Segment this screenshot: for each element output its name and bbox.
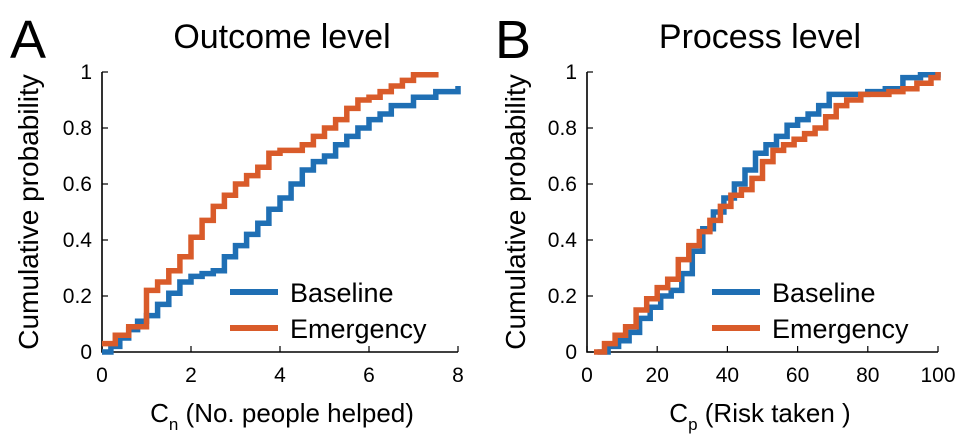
x-tick-label: 80: [856, 364, 879, 387]
legend: Baseline Emergency: [230, 278, 427, 344]
chart-panel-a: A Outcome level 0 0.2 0.4 0.6 0.8 1 0 2 4 6 8 Cumulat…: [10, 10, 464, 434]
x-label-symbol: C: [150, 398, 169, 428]
series-line-emergency: [594, 72, 941, 355]
x-tick-label: 6: [363, 364, 375, 387]
panel-letter: A: [10, 10, 46, 70]
y-axis-label: Cumulative probability: [13, 74, 44, 349]
y-tick-label: 0.2: [548, 285, 577, 308]
x-tick-label: 2: [185, 364, 197, 387]
legend-label-baseline: Baseline: [772, 278, 876, 308]
x-label-text: (No. people helped): [178, 398, 414, 428]
panel-letter: B: [495, 10, 531, 70]
legend-label-emergency: Emergency: [772, 314, 909, 344]
chart-title: Process level: [659, 18, 861, 56]
y-tick-label: 0.4: [63, 229, 93, 252]
legend-label-baseline: Baseline: [290, 278, 394, 308]
x-label-symbol: C: [669, 398, 688, 428]
y-tick-label: 1: [80, 61, 92, 84]
x-tick-label: 4: [274, 364, 286, 387]
x-tick-label: 0: [581, 364, 593, 387]
y-tick-label: 0.2: [63, 285, 92, 308]
legend-label-emergency: Emergency: [290, 314, 427, 344]
x-axis-label: Cn (No. people helped): [150, 398, 414, 434]
x-tick-label: 8: [452, 364, 464, 387]
x-tick-label: 0: [96, 364, 108, 387]
x-tick-label: 20: [646, 364, 669, 387]
y-tick-label: 0.4: [548, 229, 578, 252]
y-tick-label: 0.8: [63, 117, 92, 140]
y-axis-label: Cumulative probability: [500, 74, 531, 349]
y-tick-label: 0.6: [548, 173, 577, 196]
y-tick-label: 1: [565, 61, 577, 84]
chart-panel-b: B Process level 0 0.2 0.4 0.6 0.8 1 0 20 40 60 80 100…: [495, 10, 956, 434]
x-tick-label: 100: [920, 364, 955, 387]
x-label-subscript: n: [169, 415, 178, 434]
x-tick-label: 60: [786, 364, 809, 387]
x-label-text: (Risk taken ): [698, 398, 851, 428]
series-line-baseline: [102, 86, 461, 355]
y-tick-label: 0.6: [63, 173, 92, 196]
y-tick-label: 0: [80, 341, 92, 364]
y-tick-label: 0.8: [548, 117, 577, 140]
chart-title: Outcome level: [173, 18, 390, 56]
legend: Baseline Emergency: [712, 278, 909, 344]
x-label-subscript: p: [688, 415, 697, 434]
x-axis-label: Cp (Risk taken ): [669, 398, 850, 434]
x-tick-label: 40: [716, 364, 739, 387]
series-line-emergency: [102, 72, 439, 347]
y-tick-label: 0: [565, 341, 577, 364]
